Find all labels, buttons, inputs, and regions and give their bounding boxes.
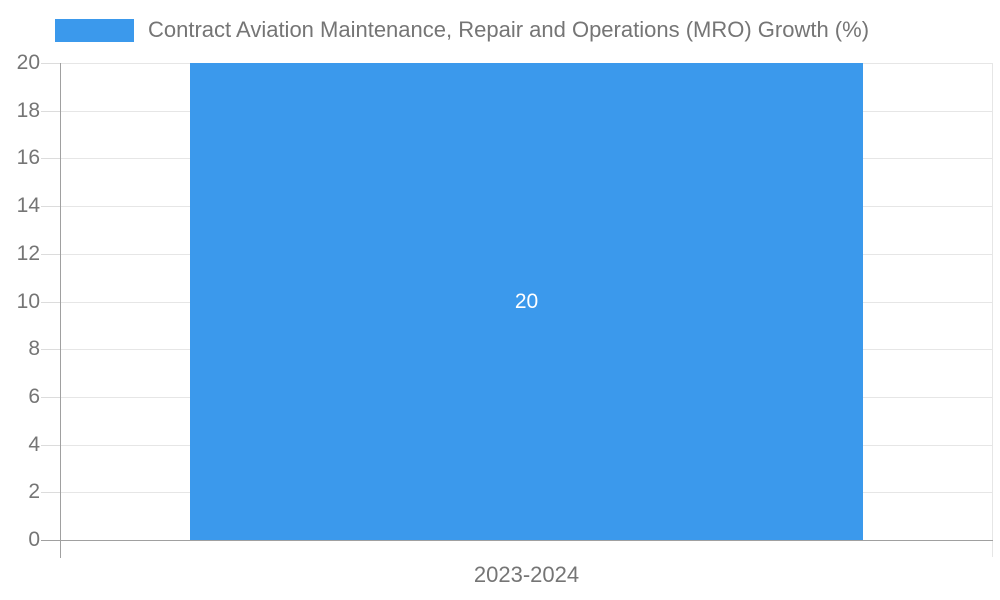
y-tick-12	[41, 254, 60, 255]
y-axis-line	[60, 63, 61, 558]
plot-area: 20 0 2 4 6 8 10 12 14 16 18 20	[17, 52, 993, 558]
y-axis-label-8: 8	[28, 337, 40, 360]
y-tick-0	[41, 540, 60, 541]
y-tick-20	[41, 63, 60, 64]
legend[interactable]: Contract Aviation Maintenance, Repair an…	[55, 17, 869, 43]
y-axis-label-10: 10	[16, 290, 40, 313]
y-axis-label-18: 18	[16, 99, 40, 122]
bar-2023-2024[interactable]: 20	[190, 63, 863, 540]
y-axis-label-16: 16	[16, 146, 40, 169]
y-tick-6	[41, 397, 60, 398]
y-tick-2	[41, 492, 60, 493]
y-axis-label-4: 4	[28, 433, 40, 456]
y-tick-10	[41, 302, 60, 303]
x-axis-line	[60, 540, 993, 541]
legend-swatch	[55, 18, 134, 42]
y-axis-label-12: 12	[16, 242, 40, 265]
y-axis-label-6: 6	[28, 385, 40, 408]
y-axis-label-14: 14	[16, 194, 40, 217]
y-tick-16	[41, 158, 60, 159]
y-tick-18	[41, 111, 60, 112]
legend-label: Contract Aviation Maintenance, Repair an…	[148, 17, 870, 42]
y-tick-14	[41, 206, 60, 207]
y-axis-label-0: 0	[28, 528, 40, 551]
bar-value-label: 20	[514, 290, 539, 313]
y-axis-label-2: 2	[28, 480, 40, 503]
x-axis-category-label: 2023-2024	[473, 562, 580, 587]
y-axis-label-20: 20	[16, 51, 40, 74]
y-tick-8	[41, 349, 60, 350]
y-tick-4	[41, 445, 60, 446]
plot-right-border	[992, 63, 993, 557]
